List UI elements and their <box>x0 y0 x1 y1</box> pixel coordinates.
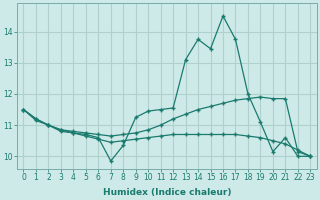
X-axis label: Humidex (Indice chaleur): Humidex (Indice chaleur) <box>103 188 231 197</box>
